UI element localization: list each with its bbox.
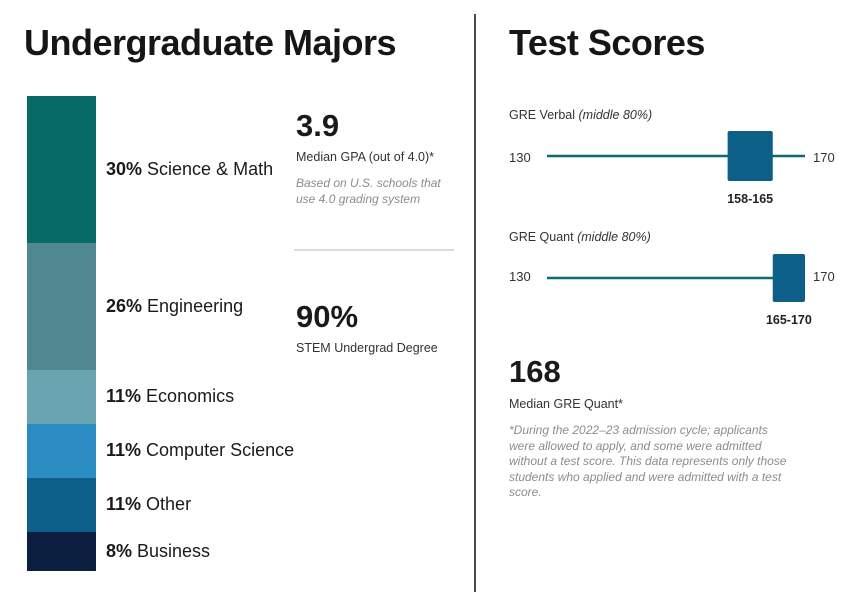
stats-divider — [294, 249, 454, 251]
gre-quant-range-box — [772, 254, 805, 302]
majors-category: Engineering — [142, 295, 244, 316]
majors-segment-6 — [27, 532, 96, 571]
majors-segment-5 — [27, 478, 96, 532]
majors-category: Other — [141, 494, 192, 514]
majors-category: Science & Math — [142, 158, 274, 179]
gre-verbal-name: GRE Verbal — [509, 108, 576, 122]
majors-segment-2 — [27, 243, 96, 370]
gre-quant-min-label: 130 — [509, 269, 531, 284]
gpa-value: 3.9 — [296, 108, 340, 143]
majors-percent: 8% — [106, 540, 133, 561]
majors-label-3: 11% Economics — [106, 386, 234, 407]
stem-caption: STEM Undergrad Degree — [296, 341, 438, 355]
majors-label-4: 11% Computer Science — [106, 440, 294, 461]
majors-category: Business — [132, 540, 211, 561]
majors-segment-4 — [27, 424, 96, 478]
gre-verbal-max-label: 170 — [813, 150, 835, 165]
majors-category: Economics — [141, 386, 235, 406]
gre-quant-title: GRE Quant (middle 80%) — [509, 230, 651, 244]
gre-verbal-qualifier: (middle 80%) — [578, 108, 653, 122]
panel-divider — [474, 14, 476, 592]
majors-label-6: 8% Business — [106, 541, 210, 562]
majors-percent: 30% — [106, 158, 143, 179]
gre-quant-range-chart — [547, 254, 805, 302]
gpa-note: Based on U.S. schools that use 4.0 gradi… — [296, 176, 441, 206]
gre-verbal-title: GRE Verbal (middle 80%) — [509, 108, 652, 122]
gre-verbal-min-label: 130 — [509, 150, 531, 165]
gre-quant-name: GRE Quant — [509, 230, 574, 244]
gre-verbal-range-box — [727, 131, 773, 181]
majors-stacked-bar — [27, 96, 96, 571]
majors-percent: 11% — [106, 494, 142, 514]
stem-value: 90% — [296, 299, 359, 334]
scores-title: Test Scores — [509, 22, 705, 63]
majors-segment-3 — [27, 370, 96, 424]
majors-label-2: 26% Engineering — [106, 296, 243, 317]
gre-quant-qualifier: (middle 80%) — [577, 230, 651, 244]
majors-label-1: 30% Science & Math — [106, 159, 273, 180]
majors-segment-1 — [27, 96, 96, 243]
majors-percent: 11% — [106, 440, 142, 460]
gre-quant-range-label: 165-170 — [765, 313, 812, 327]
majors-title: Undergraduate Majors — [24, 22, 397, 63]
gre-verbal-range-label: 158-165 — [727, 192, 774, 206]
gpa-caption: Median GPA (out of 4.0)* — [296, 150, 435, 164]
gre-quant-max-label: 170 — [813, 269, 835, 284]
majors-percent: 26% — [106, 295, 143, 316]
majors-percent: 11% — [106, 386, 142, 406]
gre-verbal-range-chart — [547, 131, 805, 181]
median-gre-caption: Median GRE Quant* — [509, 397, 623, 411]
median-gre-value: 168 — [509, 354, 561, 389]
majors-label-5: 11% Other — [106, 494, 191, 515]
scores-footnote: *During the 2022–23 admission cycle; app… — [509, 423, 787, 499]
majors-category: Computer Science — [141, 440, 295, 460]
